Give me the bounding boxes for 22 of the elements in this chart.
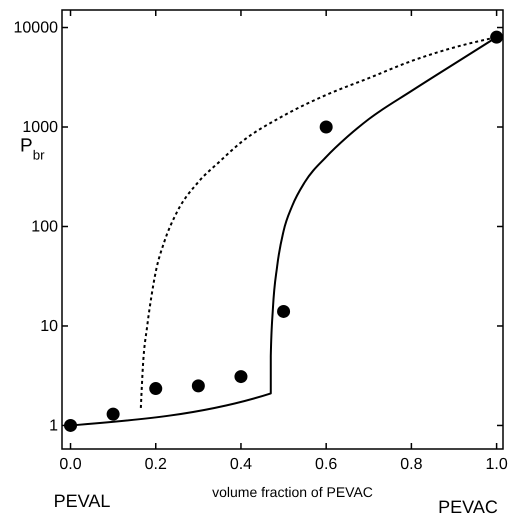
y-axis-title: P$_{br}$ <box>20 135 46 162</box>
point <box>320 120 333 134</box>
x-axis-title: volume fraction of PEVAC <box>212 484 373 500</box>
point <box>106 408 120 421</box>
text: PEVAL <box>54 491 110 511</box>
y-tick-label: 10000 <box>14 20 58 37</box>
x-tick-label: 0.0 <box>59 456 82 473</box>
x-tick-label: 0.4 <box>230 456 252 473</box>
x-tick-label: 0.6 <box>315 456 338 473</box>
y-tick-label: 100 <box>31 218 58 236</box>
x-tick-label: 0.8 <box>400 456 423 473</box>
point <box>277 304 290 318</box>
point <box>234 370 248 384</box>
point <box>192 379 205 392</box>
point <box>64 418 78 432</box>
text: PEVAC <box>438 497 498 517</box>
x-tick-label: 1.0 <box>485 456 508 473</box>
x-tick-label: 0.2 <box>144 456 167 473</box>
y-tick-label: 1000 <box>22 119 58 136</box>
y-tick-label: 1 <box>49 417 58 434</box>
point <box>149 382 162 396</box>
y-tick-label: 10 <box>40 318 58 335</box>
